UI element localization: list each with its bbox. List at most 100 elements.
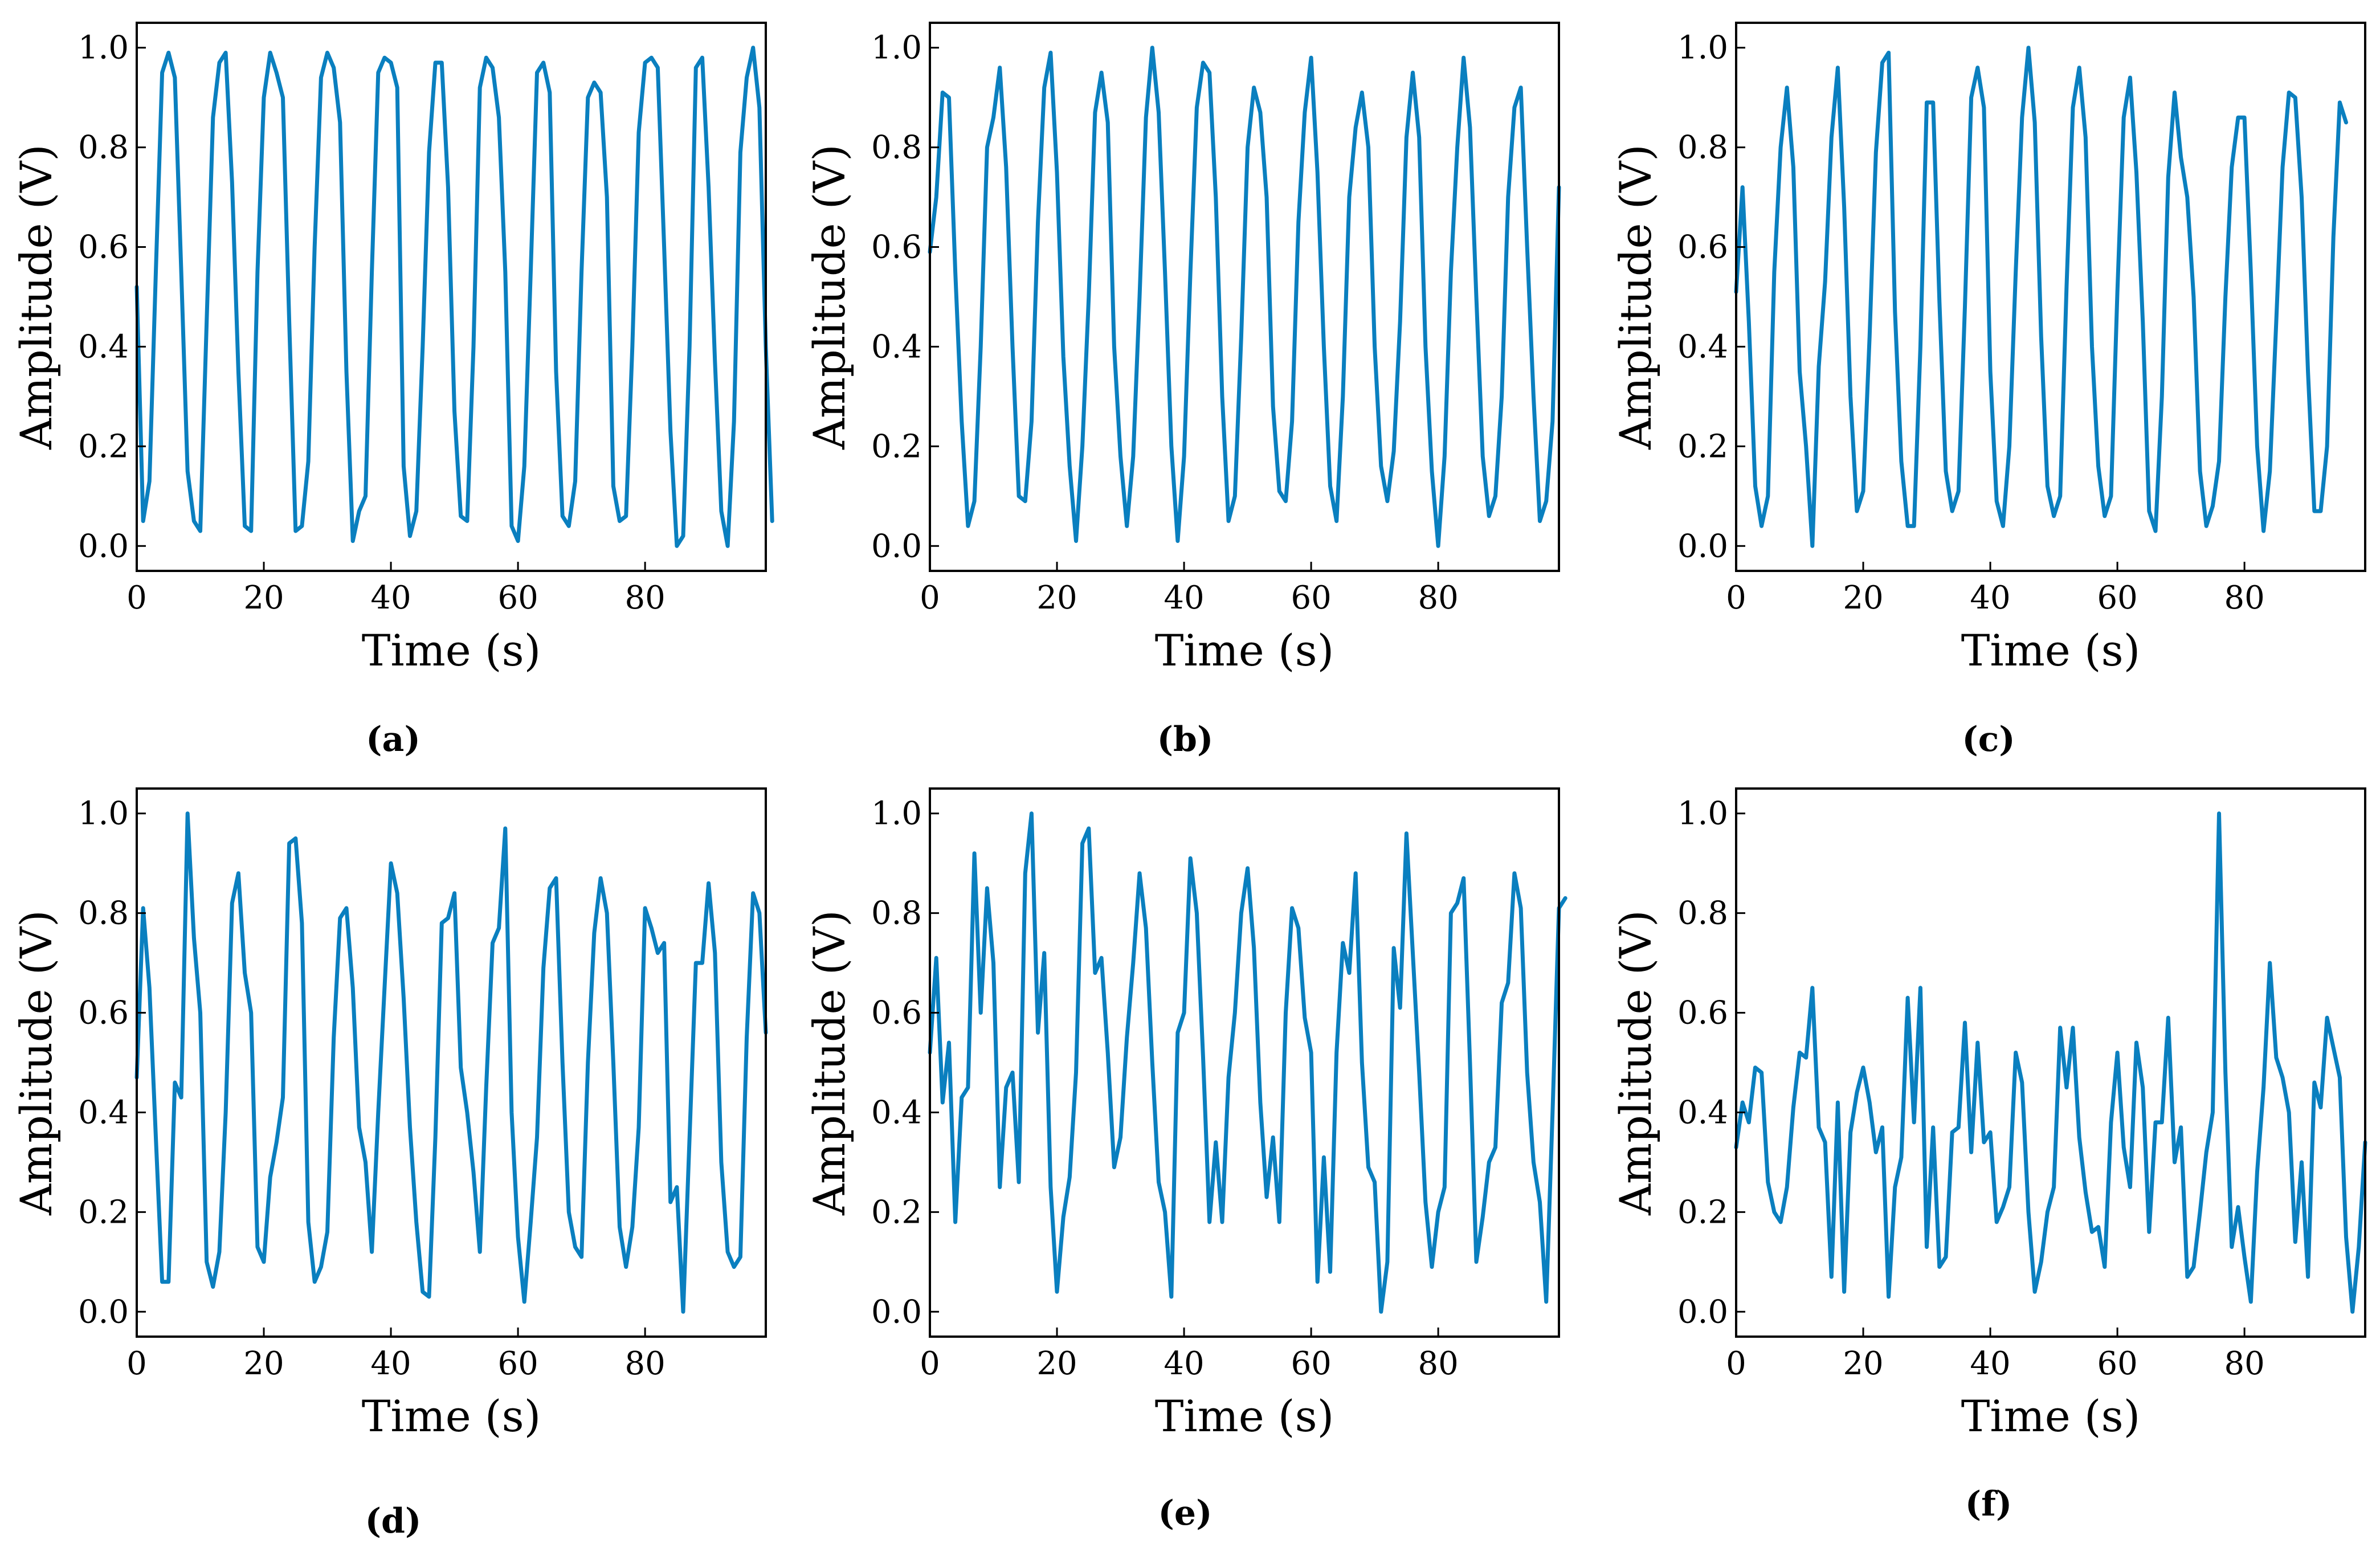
x-tick-label: 20 <box>243 1345 284 1382</box>
x-tick-label: 0 <box>126 579 147 616</box>
y-tick-label: 0.8 <box>78 129 129 166</box>
series-line <box>928 46 1561 548</box>
panel-label: (d) <box>365 1501 422 1541</box>
y-tick-label: 0.8 <box>1677 129 1728 166</box>
chart-panel: 0 20 40 60 80 0.0 0.2 0.4 0.6 0.8 1.0 Time (s) Ampli… <box>1610 787 2367 1524</box>
y-tick-label: 0.0 <box>1677 1293 1728 1330</box>
y-tick-label: 0.4 <box>78 1094 129 1131</box>
y-tick-label: 0.0 <box>871 1293 922 1330</box>
panel-label: (a) <box>366 720 421 759</box>
x-tick-label: 60 <box>1291 1345 1331 1382</box>
y-tick-label: 0.4 <box>871 328 922 365</box>
y-tick-label: 0.2 <box>78 428 129 465</box>
y-tick-label: 0.4 <box>78 328 129 365</box>
x-tick-label: 0 <box>1726 1345 1746 1382</box>
x-tick-label: 60 <box>1291 579 1331 616</box>
x-axis-label: Time (s) <box>362 1391 541 1441</box>
y-axis-label: Amplitude (V) <box>1610 910 1661 1216</box>
x-tick-label: 20 <box>1036 579 1077 616</box>
y-tick-label: 0.4 <box>1677 1094 1728 1131</box>
y-tick-label: 1.0 <box>871 30 922 67</box>
y-tick-label: 1.0 <box>871 795 922 832</box>
x-tick-label: 40 <box>1970 1345 2010 1382</box>
y-tick-label: 0.2 <box>871 1194 922 1231</box>
x-tick-label: 40 <box>1164 579 1204 616</box>
x-tick-label: 80 <box>2224 579 2264 616</box>
series-line <box>134 811 768 1314</box>
y-tick-label: 0.2 <box>78 1194 129 1231</box>
x-tick-label: 60 <box>497 579 538 616</box>
x-tick-label: 0 <box>126 1345 147 1382</box>
series-line <box>928 811 1567 1314</box>
plot-frame <box>1735 787 2366 1338</box>
y-tick-label: 1.0 <box>1677 30 1728 67</box>
panel-label: (b) <box>1157 720 1214 759</box>
chart-panel: 0 20 40 60 80 0.0 0.2 0.4 0.6 0.8 1.0 Time (s) Ampli… <box>804 787 1567 1533</box>
y-tick-label: 0.2 <box>871 428 922 465</box>
x-axis-label: Time (s) <box>1961 1391 2141 1441</box>
x-tick-label: 0 <box>920 1345 940 1382</box>
y-axis-label: Amplitude (V) <box>1610 144 1661 450</box>
x-tick-label: 20 <box>243 579 284 616</box>
chart-panel: 0 20 40 60 80 0.0 0.2 0.4 0.6 0.8 1.0 Time (s) Ampli… <box>11 787 768 1541</box>
panel-label: (f) <box>1965 1484 2012 1524</box>
y-tick-label: 0.6 <box>871 229 922 266</box>
x-tick-label: 40 <box>1970 579 2010 616</box>
y-axis-label: Amplitude (V) <box>11 144 62 450</box>
x-tick-label: 0 <box>1726 579 1746 616</box>
y-tick-label: 0.8 <box>78 895 129 932</box>
y-tick-label: 0.2 <box>1677 428 1728 465</box>
y-tick-label: 0.0 <box>871 528 922 565</box>
y-tick-label: 0.6 <box>78 229 129 266</box>
x-tick-label: 20 <box>1843 579 1883 616</box>
x-tick-label: 80 <box>624 1345 665 1382</box>
x-tick-label: 20 <box>1843 1345 1883 1382</box>
y-axis-label: Amplitude (V) <box>804 910 855 1216</box>
x-tick-label: 20 <box>1036 1345 1077 1382</box>
x-tick-label: 80 <box>624 579 665 616</box>
series-line <box>134 46 774 548</box>
chart-panel: 0 20 40 60 80 0.0 0.2 0.4 0.6 0.8 1.0 Time (s) Ampli… <box>804 22 1561 759</box>
x-axis-label: Time (s) <box>1961 625 2141 676</box>
x-tick-label: 60 <box>2097 579 2137 616</box>
x-tick-label: 60 <box>497 1345 538 1382</box>
y-tick-label: 0.4 <box>1677 328 1728 365</box>
chart-panel: 0 20 40 60 80 0.0 0.2 0.4 0.6 0.8 1.0 Time (s) Ampli… <box>1610 22 2366 759</box>
x-axis-label: Time (s) <box>1155 1391 1334 1441</box>
plot-frame <box>136 22 767 572</box>
x-tick-label: 60 <box>2097 1345 2137 1382</box>
y-tick-label: 1.0 <box>1677 795 1728 832</box>
series-line <box>1734 46 2348 548</box>
y-tick-label: 1.0 <box>78 795 129 832</box>
plot-frame <box>1735 22 2366 572</box>
plot-frame <box>929 787 1560 1338</box>
x-tick-label: 80 <box>2224 1345 2264 1382</box>
y-tick-label: 0.4 <box>871 1094 922 1131</box>
x-tick-label: 80 <box>1418 579 1458 616</box>
y-axis-label: Amplitude (V) <box>804 144 855 450</box>
y-tick-label: 0.0 <box>78 528 129 565</box>
y-tick-label: 0.8 <box>871 129 922 166</box>
y-tick-label: 0.6 <box>1677 229 1728 266</box>
x-axis-label: Time (s) <box>362 625 541 676</box>
y-tick-label: 0.6 <box>78 995 129 1032</box>
y-tick-label: 1.0 <box>78 30 129 67</box>
plot-frame <box>136 787 767 1338</box>
y-tick-label: 0.0 <box>78 1293 129 1330</box>
series-line <box>1734 811 2367 1314</box>
y-tick-label: 0.2 <box>1677 1194 1728 1231</box>
panel-label: (e) <box>1158 1493 1213 1533</box>
y-tick-label: 0.6 <box>1677 995 1728 1032</box>
x-tick-label: 0 <box>920 579 940 616</box>
x-tick-label: 40 <box>370 1345 411 1382</box>
y-axis-label: Amplitude (V) <box>11 910 62 1216</box>
y-tick-label: 0.6 <box>871 995 922 1032</box>
x-tick-label: 40 <box>1164 1345 1204 1382</box>
y-tick-label: 0.0 <box>1677 528 1728 565</box>
y-tick-label: 0.8 <box>871 895 922 932</box>
plot-frame <box>929 22 1560 572</box>
y-tick-label: 0.8 <box>1677 895 1728 932</box>
x-tick-label: 80 <box>1418 1345 1458 1382</box>
chart-panel: 0 20 40 60 80 0.0 0.2 0.4 0.6 0.8 1.0 Time (s) Ampli… <box>11 22 774 759</box>
